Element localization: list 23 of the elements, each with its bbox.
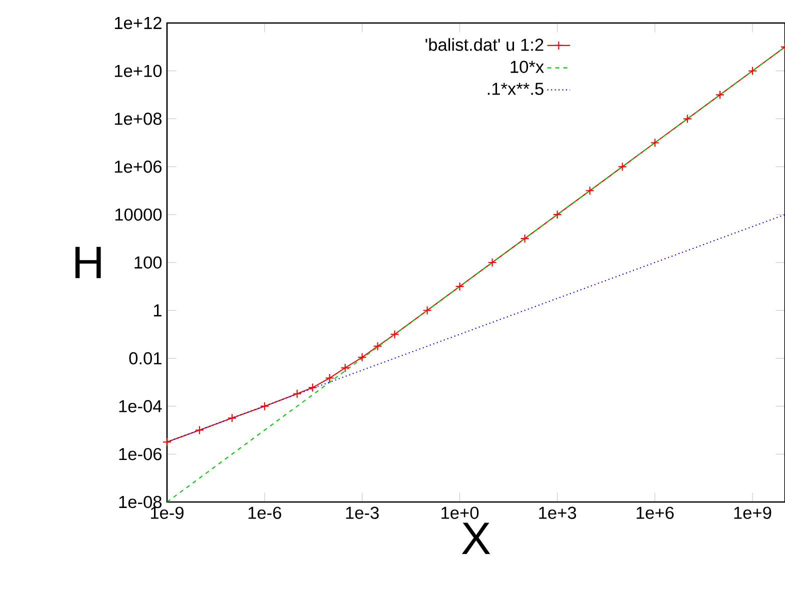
- y-tick-label: 100: [134, 256, 162, 269]
- y-tick-label: 0.01: [129, 352, 162, 364]
- x-tick-label: 1e+0: [442, 506, 479, 519]
- x-tick-label: 1e+3: [539, 506, 576, 519]
- x-tick-label: 1e-9: [150, 506, 184, 519]
- legend-label: 10*x: [510, 60, 544, 74]
- y-tick-label: 1e+06: [114, 160, 162, 173]
- y-tick-label: 1e-08: [119, 496, 162, 508]
- y-tick-label: 1e-04: [119, 400, 162, 412]
- x-tick-label: 1e-6: [248, 506, 282, 519]
- x-tick-label: 1e+9: [734, 506, 772, 519]
- y-axis-title: H: [75, 246, 101, 278]
- legend-label: 'balist.dat' u 1:2: [426, 38, 544, 51]
- x-axis-title: X: [462, 522, 490, 554]
- x-tick-label: 1e+6: [636, 506, 674, 519]
- legend-label: .1*x**.5: [488, 82, 544, 95]
- y-tick-label: 1: [154, 304, 162, 316]
- y-tick-label: 1e-06: [119, 448, 162, 460]
- y-tick-label: 1e+12: [114, 16, 162, 30]
- y-tick-label: 1e+10: [114, 64, 162, 78]
- y-tick-label: 1e+08: [114, 112, 162, 125]
- x-tick-label: 1e-3: [346, 506, 379, 519]
- y-tick-label: 10000: [115, 208, 162, 221]
